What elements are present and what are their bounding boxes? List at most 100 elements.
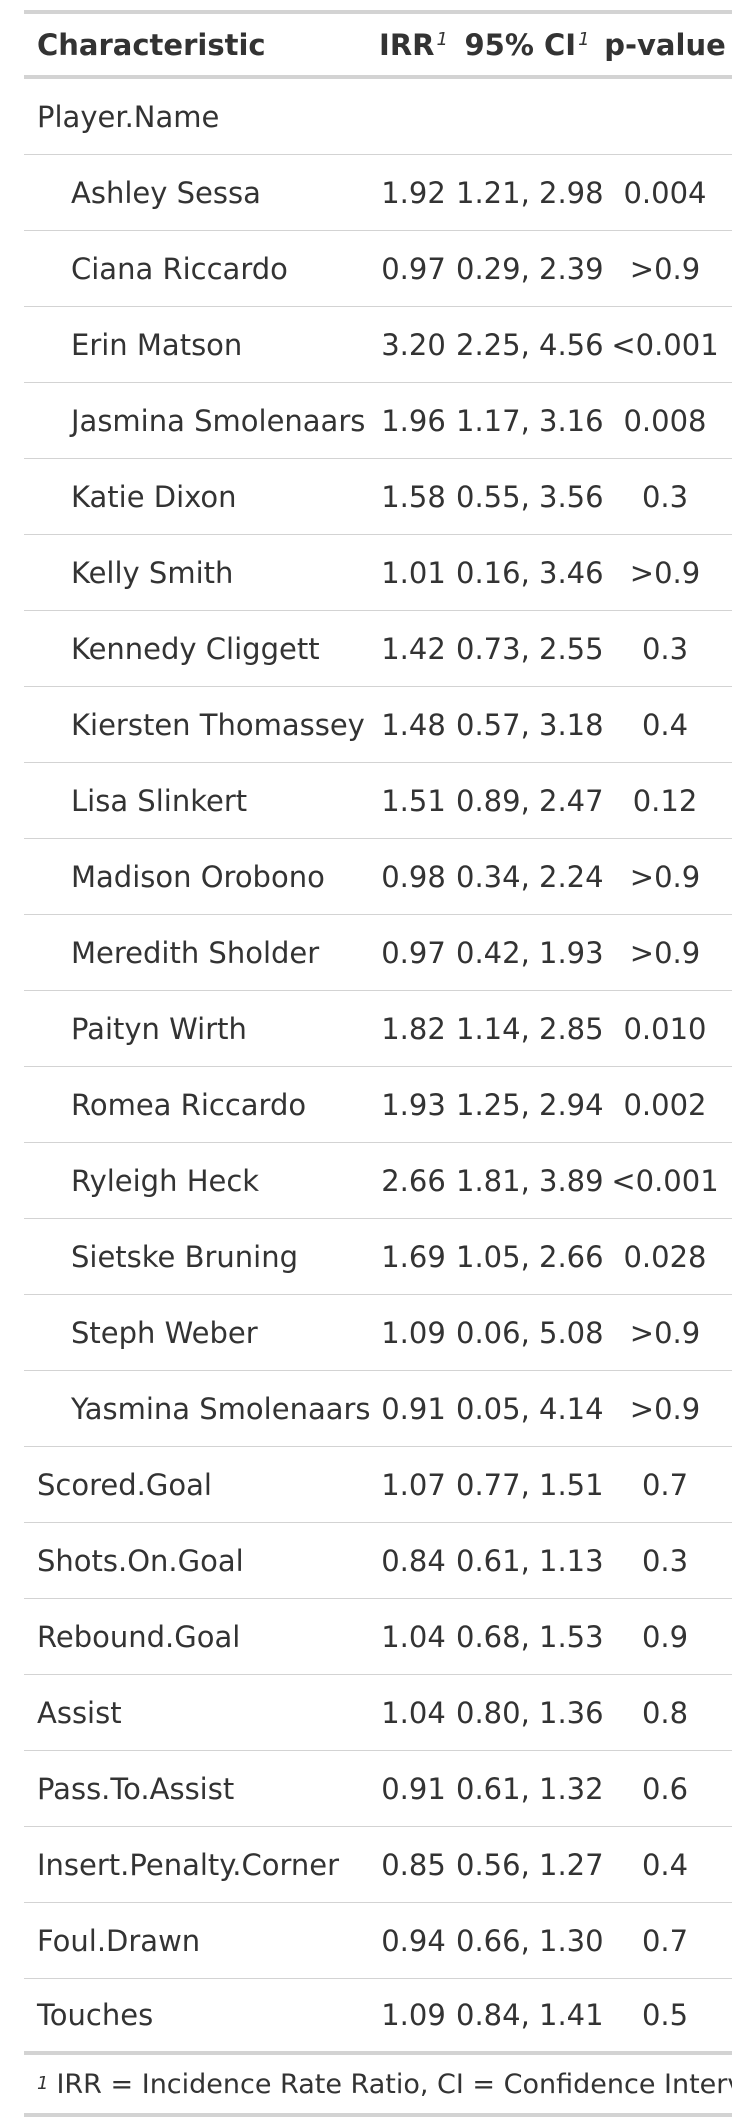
table-header-row: Characteristic IRR 1 95% CI 1 p-value: [24, 14, 732, 79]
ci-cell: 0.34, 2.24: [456, 859, 604, 894]
irr-cell: 0.97: [381, 251, 446, 286]
ci-cell: 0.66, 1.30: [456, 1923, 604, 1958]
table-row: Foul.Drawn 0.94 0.66, 1.30 0.7: [24, 1903, 732, 1979]
row-label: Madison Orobono: [71, 859, 325, 894]
row-label: Meredith Sholder: [71, 935, 320, 970]
ci-cell: 1.21, 2.98: [456, 175, 604, 210]
irr-cell: 1.04: [381, 1695, 446, 1730]
table-row: Steph Weber 1.09 0.06, 5.08 >0.9: [24, 1295, 732, 1371]
table-row: Assist 1.04 0.80, 1.36 0.8: [24, 1675, 732, 1751]
irr-cell: 1.09: [381, 1315, 446, 1350]
irr-cell: 0.91: [381, 1391, 446, 1426]
pvalue-cell: 0.3: [641, 1543, 689, 1578]
ci-cell: 0.06, 5.08: [456, 1315, 604, 1350]
irr-cell: 0.97: [381, 935, 446, 970]
pvalue-cell: 0.4: [641, 707, 689, 742]
row-label: Sietske Bruning: [71, 1239, 299, 1274]
row-label: Erin Matson: [71, 327, 243, 362]
variable-rows: Scored.Goal 1.07 0.77, 1.51 0.7 Shots.On.Goa…: [24, 1447, 732, 2055]
pvalue-cell: >0.9: [629, 859, 701, 894]
pvalue-cell: 0.9: [641, 1619, 689, 1654]
pvalue-cell: 0.004: [623, 175, 707, 210]
row-label: Foul.Drawn: [37, 1923, 201, 1958]
ci-cell: 1.81, 3.89: [456, 1163, 604, 1198]
irr-cell: 0.84: [381, 1543, 446, 1578]
table-row: Erin Matson 3.20 2.25, 4.56 <0.001: [24, 307, 732, 383]
row-label: Assist: [37, 1695, 122, 1730]
row-label: Jasmina Smolenaars: [71, 403, 366, 438]
table-row: Jasmina Smolenaars 1.96 1.17, 3.16 0.008: [24, 383, 732, 459]
pvalue-cell: >0.9: [629, 935, 701, 970]
ci-cell: 1.17, 3.16: [456, 403, 604, 438]
irr-cell: 0.91: [381, 1771, 446, 1806]
irr-cell: 1.51: [381, 783, 446, 818]
row-label: Paityn Wirth: [71, 1011, 247, 1046]
footnote-text: IRR = Incidence Rate Ratio, CI = Confide…: [56, 2068, 732, 2100]
ci-cell: 0.80, 1.36: [456, 1695, 604, 1730]
ci-cell: 1.05, 2.66: [456, 1239, 604, 1274]
row-label: Kennedy Cliggett: [71, 631, 320, 666]
irr-cell: 0.85: [381, 1847, 446, 1882]
pvalue-cell: 0.3: [641, 631, 689, 666]
ci-cell: 0.68, 1.53: [456, 1619, 604, 1654]
irr-cell: 1.69: [381, 1239, 446, 1274]
pvalue-cell: 0.12: [632, 783, 698, 818]
irr-cell: 1.09: [381, 1998, 446, 2032]
table-row: Pass.To.Assist 0.91 0.61, 1.32 0.6: [24, 1751, 732, 1827]
irr-cell: 2.66: [381, 1163, 446, 1198]
header-irr: IRR 1: [379, 27, 448, 62]
header-characteristic: Characteristic: [37, 27, 266, 62]
row-label: Romea Riccardo: [71, 1087, 307, 1122]
irr-cell: 1.92: [381, 175, 446, 210]
table-row: Kennedy Cliggett 1.42 0.73, 2.55 0.3: [24, 611, 732, 687]
ci-cell: 0.29, 2.39: [456, 251, 604, 286]
irr-cell: 0.94: [381, 1923, 446, 1958]
pvalue-cell: <0.001: [611, 1163, 719, 1198]
pvalue-cell: 0.5: [641, 1998, 689, 2032]
ci-cell: 1.25, 2.94: [456, 1087, 604, 1122]
ci-cell: 0.05, 4.14: [456, 1391, 604, 1426]
pvalue-cell: <0.001: [611, 327, 719, 362]
row-label: Kelly Smith: [71, 555, 234, 590]
row-label: Kiersten Thomassey: [71, 707, 365, 742]
ci-cell: 0.89, 2.47: [456, 783, 604, 818]
table-row: Insert.Penalty.Corner 0.85 0.56, 1.27 0.4: [24, 1827, 732, 1903]
row-label: Rebound.Goal: [37, 1619, 241, 1654]
table-row: Ashley Sessa 1.92 1.21, 2.98 0.004: [24, 155, 732, 231]
ci-cell: 0.42, 1.93: [456, 935, 604, 970]
ci-cell: 0.61, 1.32: [456, 1771, 604, 1806]
table-footnote: 1 IRR = Incidence Rate Ratio, CI = Confid…: [24, 2055, 732, 2117]
row-label: Lisa Slinkert: [71, 783, 248, 818]
group-label: Player.Name: [37, 99, 220, 134]
irr-cell: 1.01: [381, 555, 446, 590]
pvalue-cell: >0.9: [629, 1315, 701, 1350]
table-row: Madison Orobono 0.98 0.34, 2.24 >0.9: [24, 839, 732, 915]
pvalue-cell: >0.9: [629, 555, 701, 590]
ci-cell: 1.14, 2.85: [456, 1011, 604, 1046]
header-ci: 95% CI 1: [464, 27, 590, 62]
pvalue-cell: 0.6: [641, 1771, 689, 1806]
ci-cell: 2.25, 4.56: [456, 327, 604, 362]
ci-cell: 0.84, 1.41: [456, 1998, 604, 2032]
table-row: Shots.On.Goal 0.84 0.61, 1.13 0.3: [24, 1523, 732, 1599]
pvalue-cell: 0.008: [623, 403, 707, 438]
row-label: Yasmina Smolenaars: [71, 1391, 371, 1426]
ci-cell: 0.61, 1.13: [456, 1543, 604, 1578]
ci-cell: 0.56, 1.27: [456, 1847, 604, 1882]
table-row: Katie Dixon 1.58 0.55, 3.56 0.3: [24, 459, 732, 535]
ci-cell: 0.57, 3.18: [456, 707, 604, 742]
ci-cell: 0.77, 1.51: [456, 1467, 604, 1502]
irr-cell: 1.96: [381, 403, 446, 438]
irr-cell: 1.42: [381, 631, 446, 666]
row-label: Scored.Goal: [37, 1467, 212, 1502]
irr-cell: 0.98: [381, 859, 446, 894]
pvalue-cell: 0.4: [641, 1847, 689, 1882]
irr-cell: 1.48: [381, 707, 446, 742]
ci-cell: 0.16, 3.46: [456, 555, 604, 590]
row-label: Ashley Sessa: [71, 175, 261, 210]
table-row: Rebound.Goal 1.04 0.68, 1.53 0.9: [24, 1599, 732, 1675]
pvalue-cell: >0.9: [629, 251, 701, 286]
table-row: Touches 1.09 0.84, 1.41 0.5: [24, 1979, 732, 2055]
table-row: Romea Riccardo 1.93 1.25, 2.94 0.002: [24, 1067, 732, 1143]
irr-cell: 3.20: [381, 327, 446, 362]
